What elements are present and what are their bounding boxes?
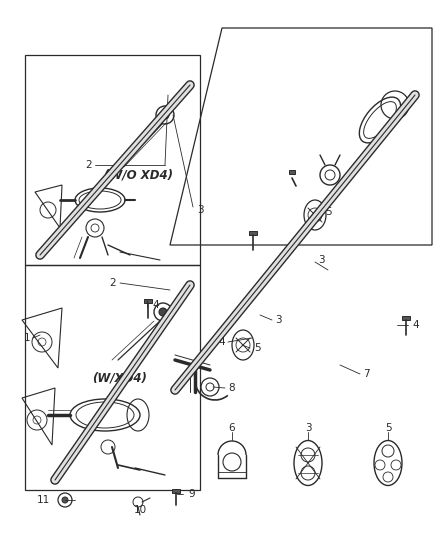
Text: 6: 6 [229, 423, 235, 433]
Text: 3: 3 [305, 423, 311, 433]
Text: 11: 11 [37, 495, 50, 505]
Text: 3: 3 [318, 255, 325, 265]
Text: 10: 10 [134, 505, 147, 515]
Text: 2: 2 [85, 160, 92, 170]
Text: 3: 3 [197, 205, 204, 215]
Text: 1: 1 [23, 333, 30, 343]
Text: 3: 3 [275, 315, 282, 325]
Text: (W/XD4): (W/XD4) [92, 372, 148, 384]
Text: 8: 8 [228, 383, 235, 393]
Polygon shape [144, 299, 152, 303]
Polygon shape [249, 231, 257, 235]
Text: 5: 5 [325, 207, 332, 217]
Circle shape [159, 308, 167, 316]
Text: 5: 5 [385, 423, 391, 433]
Text: 7: 7 [363, 369, 370, 379]
Text: 9: 9 [188, 489, 194, 499]
Text: (W/O XD4): (W/O XD4) [103, 168, 173, 182]
Text: 4: 4 [412, 320, 419, 330]
Circle shape [161, 111, 169, 119]
Text: 4: 4 [219, 337, 225, 347]
Text: 4: 4 [152, 300, 159, 310]
Text: 5: 5 [254, 343, 261, 353]
Polygon shape [402, 316, 410, 320]
Circle shape [62, 497, 68, 503]
Polygon shape [172, 489, 180, 493]
Text: 2: 2 [110, 278, 116, 288]
Polygon shape [289, 170, 295, 174]
